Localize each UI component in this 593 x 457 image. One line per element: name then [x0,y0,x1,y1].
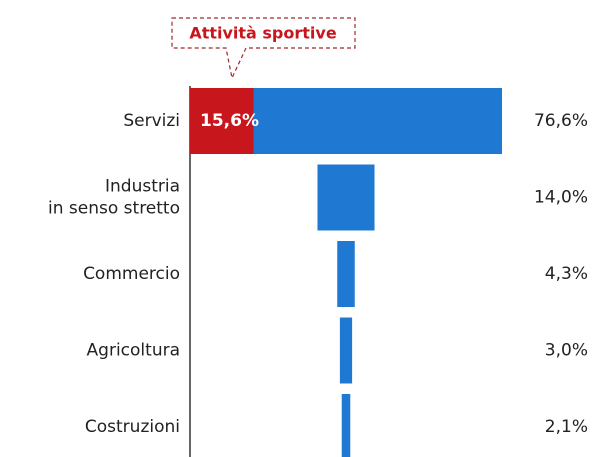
value-label: 2,1% [545,417,588,437]
category-label: Costruzioni [85,417,180,437]
category-label: Commercio [83,264,180,284]
value-label: 3,0% [545,341,588,361]
highlight-bar [190,88,254,154]
category-label: Agricoltura [87,341,180,361]
value-label: 14,0% [534,188,588,208]
value-label: 4,3% [545,264,588,284]
value-label: 76,6% [534,111,588,131]
annotation-box [171,17,356,80]
category-label: Industria in senso stretto [48,177,180,219]
bar [337,241,355,307]
bar [339,317,353,384]
annotation-label: Attività sportive [189,24,337,43]
highlight-value-label: 15,6% [200,111,259,131]
category-label: Servizi [123,111,180,131]
bar [317,164,375,231]
bar [341,394,351,457]
